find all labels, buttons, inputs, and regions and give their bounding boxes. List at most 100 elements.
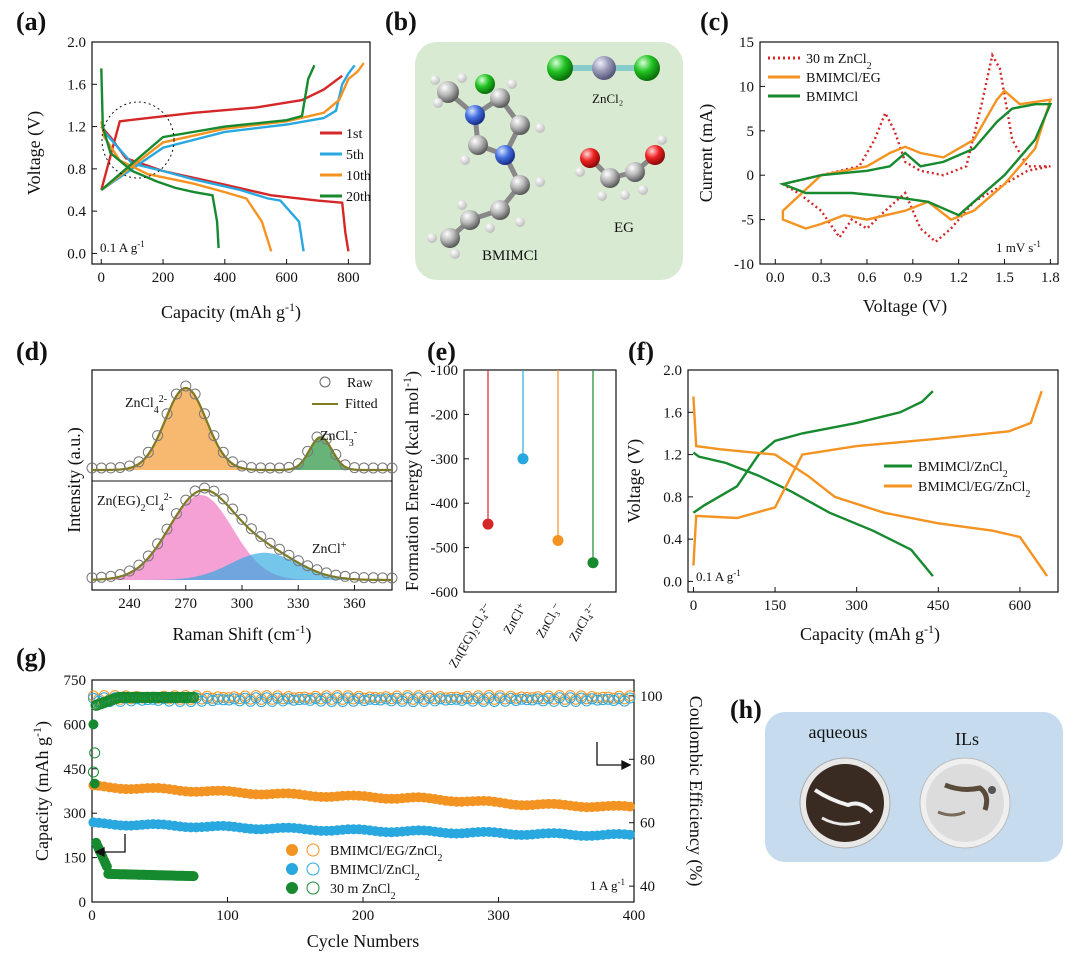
y-tick-label: 0.8 [67, 162, 86, 178]
ce-point-1 [369, 694, 381, 706]
ce-point-0 [207, 692, 219, 704]
capacity-point-2 [188, 871, 199, 882]
top-raw-point [180, 380, 192, 392]
peak-label-zneg: Zn(EG)2Cl42- [97, 492, 172, 514]
y2-tick-label: 100 [640, 689, 663, 705]
top-raw-point [208, 430, 220, 442]
x-tick-label: 600 [275, 270, 298, 286]
panel-g-rate: 1 A g-1 [590, 877, 625, 893]
ce-point-1 [554, 692, 565, 704]
ce-point-0 [217, 692, 229, 703]
panel-e: (e) -100 -200 -300 -400 -500 -600 Zn(EG)₂Cl₄²… [400, 337, 617, 670]
bottom-raw-point [199, 482, 210, 494]
top-raw-point [227, 456, 239, 468]
ce-point-1 [413, 692, 425, 704]
ce-point-1 [396, 695, 408, 707]
x-tick-label: 1.5 [995, 270, 1014, 286]
ce-point-1 [499, 695, 511, 707]
panel-f-label: (f) [628, 337, 654, 366]
ce-point-0 [407, 693, 419, 705]
panel-f-rate: 0.1 A g-1 [696, 568, 741, 584]
top-raw-point [86, 462, 98, 474]
top-raw-point [292, 458, 304, 470]
bottom-raw-point [180, 494, 192, 506]
panel-a-frame [91, 41, 371, 265]
ce-point-2 [89, 747, 101, 759]
ce-point-1 [380, 693, 392, 705]
y-tick-label: 0.4 [663, 532, 682, 548]
bottom-raw-point [86, 572, 98, 584]
bottom-raw-point [302, 560, 314, 572]
panel-a-ylabel: Voltage (V) [24, 111, 45, 195]
panel-f-ticks: 0 150 300 450 600 0.0 0.4 0.8 1.2 1.6 2.0 [663, 363, 1031, 614]
panel-a-rate: 0.1 A g-1 [100, 239, 145, 255]
x-tick-label: 300 [845, 598, 868, 614]
y-tick-label: 1.2 [67, 120, 86, 136]
y-tick-label: 2.0 [663, 363, 682, 379]
top-raw-point [95, 462, 107, 474]
ce-point-1 [532, 693, 544, 705]
zncl2-molecule [547, 55, 660, 81]
legend-label-text: BMIMCl/EG/ZnCl [330, 844, 437, 859]
panel-f: (f) 0 150 300 450 600 0.0 0.4 0.8 1.2 1.6 2.0 BMIM… [624, 337, 1059, 645]
top-raw-point [114, 462, 126, 473]
curve-10th-charge [100, 62, 365, 191]
top-raw-point [358, 462, 370, 474]
panel-c-xlabel: Voltage (V) [863, 296, 947, 317]
panel-e-label: (e) [427, 337, 456, 366]
x-tick-label: 100 [216, 908, 239, 924]
panel-h-aqueous-label: aqueous [809, 722, 868, 742]
y-tick-label: 150 [64, 851, 87, 867]
ce-point-1 [537, 695, 549, 707]
ce-point-1 [440, 694, 452, 706]
panel-e-ylabel: Formation Energy (kcal mol-1) [400, 371, 423, 591]
x-tick-label: 1.8 [1041, 270, 1060, 286]
legend-label-BMIMCl/EG: BMIMCl/EG [806, 71, 881, 86]
ce-point-1 [521, 694, 533, 706]
peak-label-zncl3: ZnCl3- [320, 427, 357, 449]
y-tick-label: -100 [431, 363, 459, 379]
ce-point-1 [245, 695, 256, 707]
x-tick-label: 600 [1009, 598, 1032, 614]
panel-g-label: (g) [16, 643, 46, 672]
y-tick-label: -500 [431, 541, 459, 557]
top-raw-point [161, 408, 173, 420]
panel-h: (h) aqueous ILs [730, 695, 1063, 862]
legend-label-0: BMIMCl/EG/ZnCl2 [330, 844, 442, 864]
eg-molecule [575, 135, 667, 201]
bottom-peak-fill [92, 552, 392, 580]
bottom-raw-point [170, 508, 182, 520]
bottom-raw-point [367, 572, 379, 584]
top-raw-point [283, 461, 295, 473]
y-tick-label: 750 [64, 673, 87, 689]
cv-30 m ZnCl [779, 51, 1051, 244]
bmimcl-molecule [427, 73, 545, 259]
ce-point-1 [201, 692, 213, 704]
ce-point-1 [564, 692, 576, 704]
panel-c-lines [778, 51, 1053, 244]
panel-d-plot [86, 380, 398, 584]
ce-point-0 [288, 692, 300, 704]
panel-f-lines [692, 390, 1049, 577]
point-2 [552, 534, 564, 546]
peak-label-zncl: ZnCl+ [312, 540, 347, 558]
bottom-raw-point [274, 543, 285, 555]
y-tick-label: 0 [79, 895, 87, 911]
y-tick-label: 0.4 [67, 204, 86, 220]
ce-point-1 [337, 696, 349, 707]
curve-10th-discharge [100, 121, 273, 252]
y-tick-label: -5 [742, 213, 755, 229]
aqueous-zinc-disk [799, 757, 891, 849]
category-label-3: ZnCl₄²⁻ [566, 600, 600, 644]
x-tick-label: 0.9 [903, 270, 922, 286]
bottom-raw-point [227, 503, 239, 515]
panel-a-lines [100, 62, 365, 252]
x-tick-label: 0.6 [858, 270, 877, 286]
top-raw-point [199, 408, 210, 420]
x-tick-label: 400 [214, 270, 237, 286]
y-tick-label: -300 [431, 452, 459, 468]
panel-d-xlabel: Raman Shift (cm-1) [173, 622, 312, 645]
y-tick-label: -10 [734, 257, 754, 273]
ce-point-1 [429, 695, 441, 707]
